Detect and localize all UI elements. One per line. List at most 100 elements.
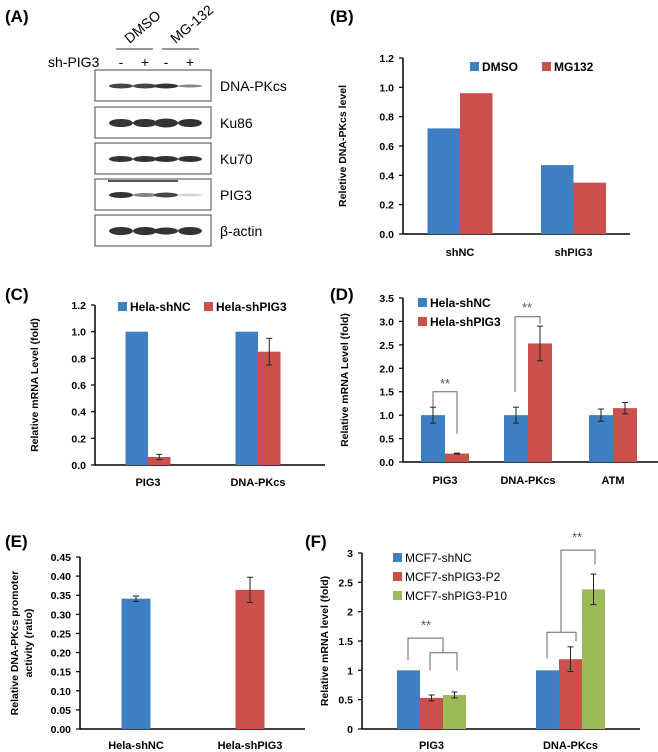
lane-sign: + [141,54,149,70]
legend-label: Hela-shNC [130,300,191,314]
x-category-label: DNA-PKcs [500,475,555,487]
legend-swatch [418,298,427,307]
bar-chart-f: 0 0.5 1 1.5 2 2.5 3 PIG3 DNA-PKcs Relative mRNA l… [319,529,640,752]
y-tick-label: 0.15 [51,667,72,679]
y-tick-label: 0.6 [71,380,86,392]
significance-bracket [429,652,458,671]
y-tick-label: 2.0 [379,363,394,375]
bar [420,697,443,729]
y-tick-label: 0.0 [379,229,394,241]
legend-label: DMSO [482,60,518,74]
x-category-label: shNC [446,247,475,259]
blot-row: β-actin [94,214,262,247]
panel-label: (C) [5,285,29,304]
y-axis-label: activity (ratio) [23,609,35,678]
y-tick-label: 0.00 [51,724,72,736]
y-tick-label: 1.2 [71,300,86,312]
significance-label: ** [522,300,532,315]
protein-band [133,227,157,235]
significance-label: ** [421,617,431,632]
legend-swatch [418,317,427,326]
y-tick-label: 2 [347,607,353,619]
significance-bracket [407,637,444,660]
legend-label: MCF7-shNC [405,551,472,565]
bar [460,93,493,234]
protein-label: PIG3 [220,187,252,203]
protein-band [109,227,133,235]
legend-label: MG132 [554,60,594,74]
protein-band [178,84,202,88]
y-tick-label: 1.0 [379,82,394,94]
y-tick-label: 2.5 [379,340,394,352]
y-tick-label: 0 [347,724,353,736]
blot-row: PIG3 [94,178,252,211]
bar [573,182,606,234]
bar [445,453,469,462]
legend-label: MCF7-shPIG3-P10 [405,589,507,603]
protein-band [109,83,133,89]
legend-swatch [542,62,551,71]
y-tick-label: 3.5 [379,293,394,305]
bar [235,331,258,465]
protein-band [133,156,157,162]
significance-bracket [432,391,458,434]
legend-label: Hela-shPIG3 [430,315,501,329]
blot-row: DNA-PKcs [94,69,287,102]
protein-band [178,156,202,162]
bar [541,165,574,234]
bar [443,694,466,729]
legend-label: MCF7-shPIG3-P2 [405,570,501,584]
protein-band [154,156,178,162]
bar [258,351,281,465]
y-tick-label: 0.5 [379,434,394,446]
y-tick-label: 1.5 [338,636,353,648]
protein-band [108,180,178,182]
bar [582,589,605,729]
x-category-label: DNA-PKcs [543,740,598,752]
protein-band [178,119,202,127]
protein-label: β-actin [220,223,262,239]
blot-row: Ku70 [94,142,253,175]
y-tick-label: 0.35 [51,590,72,602]
panel-label: (E) [5,532,28,551]
y-tick-label: 0.8 [379,112,394,124]
y-axis-label: Relative mRNA level (fold) [319,576,331,706]
bar [613,408,637,462]
legend-swatch [393,572,402,581]
protein-band [154,227,178,235]
shrna-row-label: sh-PIG3 [48,54,100,70]
treatment-label: DMSO [121,7,164,46]
protein-band [109,119,133,127]
treatment-label: MG-132 [167,1,216,46]
y-tick-label: 1.0 [71,327,86,339]
bar [397,670,420,729]
protein-label: Ku70 [220,151,253,167]
protein-band [154,83,178,89]
x-category-label: PIG3 [419,740,444,752]
protein-band [178,193,202,197]
y-axis-label: Relative mRNA Level (fold) [29,318,41,452]
significance-label: ** [440,376,450,391]
legend-label: Hela-shNC [430,296,491,310]
bar [589,415,613,462]
y-tick-label: 3 [347,548,353,560]
bar [235,589,265,729]
protein-band [109,156,133,162]
x-category-label: ATM [601,475,624,487]
x-category-label: PIG3 [135,477,160,489]
y-tick-label: 0.45 [51,552,72,564]
y-axis-label: Relative DNA-PKcs promoter [9,571,21,716]
bar-chart-c: 0.0 0.2 0.4 0.6 0.8 1.0 1.2 PIG3 DNA-PKcs Relativ… [29,300,325,489]
panel-label: (B) [330,7,354,26]
lane-sign: + [186,54,194,70]
x-category-label: DNA-PKcs [230,477,285,489]
x-category-label: PIG3 [432,475,457,487]
bar-chart-b: 0.0 0.2 0.4 0.6 0.8 1.0 1.2 shNC shPIG3 Reletive … [337,53,630,259]
panel-label: (A) [5,7,29,26]
panel-label: (F) [305,532,327,551]
bar [427,128,460,234]
y-tick-label: 0.2 [71,433,86,445]
significance-bracket [514,316,541,392]
bar-chart-d: 0.0 0.5 1.0 1.5 2.0 2.5 3.0 3.5 PIG3 DNA-PKcs ATM R… [339,293,658,487]
